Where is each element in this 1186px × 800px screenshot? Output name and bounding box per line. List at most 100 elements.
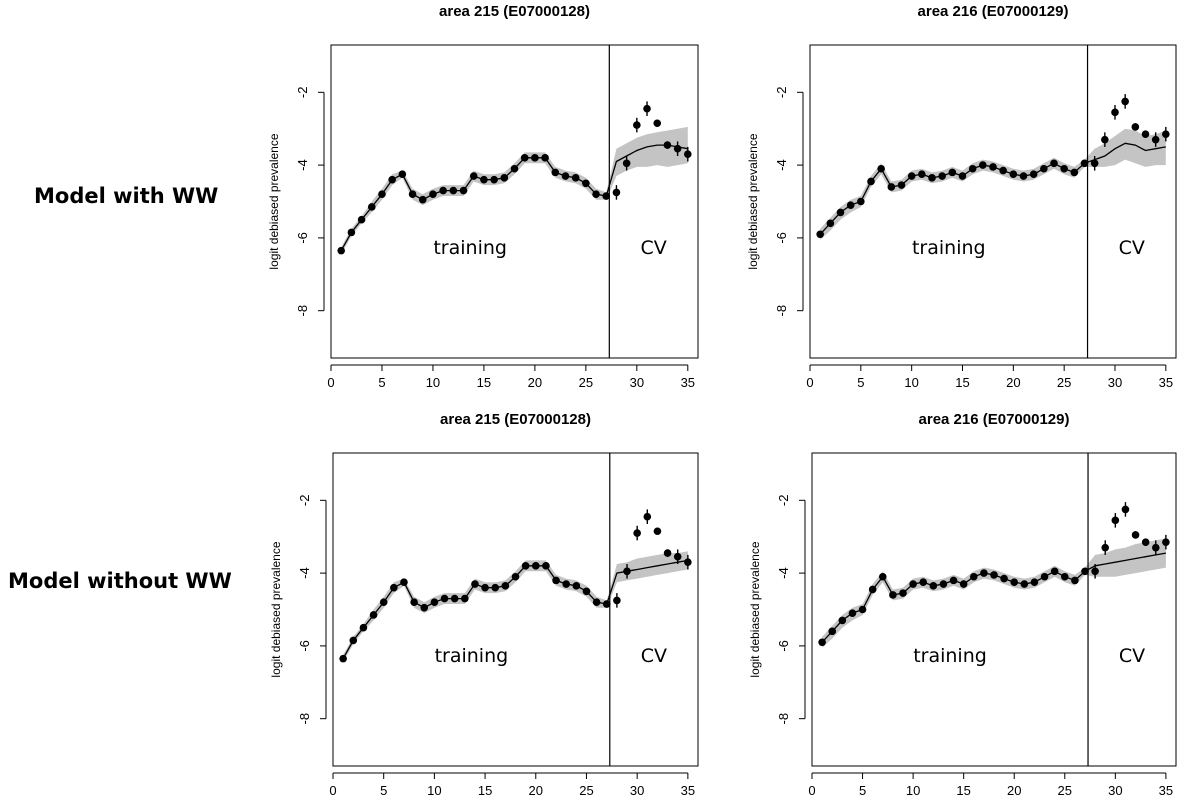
x-tick-label: 10 xyxy=(904,375,918,390)
observed-point xyxy=(663,549,672,557)
observed-point xyxy=(1151,135,1160,144)
observed-point xyxy=(582,179,590,188)
observed-point xyxy=(347,228,356,237)
observed-point xyxy=(439,186,447,195)
observed-point xyxy=(337,246,345,255)
observed-point xyxy=(552,576,560,585)
observed-point xyxy=(1131,531,1140,539)
observed-point xyxy=(357,215,366,224)
observed-point xyxy=(948,168,957,177)
observed-point xyxy=(613,596,621,605)
observed-point xyxy=(491,583,500,592)
observed-point xyxy=(541,154,549,162)
y-tick-label: -8 xyxy=(776,713,791,725)
observed-point xyxy=(388,175,396,184)
observed-point xyxy=(420,603,429,612)
x-tick-label: 15 xyxy=(956,783,970,798)
observed-point xyxy=(1162,538,1170,546)
observed-point xyxy=(1010,578,1019,587)
observed-point xyxy=(542,562,550,570)
x-tick-label: 35 xyxy=(681,375,695,390)
y-tick-label: -6 xyxy=(297,640,312,652)
observed-point xyxy=(339,654,347,663)
observed-point xyxy=(846,201,855,209)
region-label-cv: CV xyxy=(641,645,667,667)
observed-point xyxy=(1019,172,1028,180)
observed-point xyxy=(979,161,987,169)
observed-point xyxy=(684,558,692,566)
observed-point xyxy=(653,527,662,536)
panel-title: area 215 (E07000128) xyxy=(439,3,590,20)
observed-point xyxy=(818,638,826,647)
panel-title: area 216 (E07000129) xyxy=(918,3,1069,20)
credible-band xyxy=(341,126,688,255)
observed-point xyxy=(511,572,520,581)
observed-point xyxy=(369,611,378,619)
y-tick-label: -8 xyxy=(774,305,789,317)
observed-point xyxy=(1071,576,1079,585)
observed-point xyxy=(684,150,692,158)
x-tick-label: 5 xyxy=(380,783,387,798)
x-tick-label: 30 xyxy=(1108,375,1122,390)
observed-point xyxy=(367,203,376,211)
observed-point xyxy=(612,188,621,197)
observed-point xyxy=(919,578,928,587)
y-tick-label: -4 xyxy=(774,159,789,171)
observed-point xyxy=(622,159,631,168)
x-tick-label: 35 xyxy=(1159,375,1173,390)
observed-point xyxy=(1040,164,1048,173)
x-tick-label: 30 xyxy=(630,375,644,390)
observed-point xyxy=(1070,168,1079,177)
observed-point xyxy=(1000,574,1008,583)
observed-point xyxy=(501,582,510,590)
observed-point xyxy=(969,572,978,581)
observed-point xyxy=(379,598,388,607)
observed-point xyxy=(877,164,885,173)
observed-point xyxy=(459,186,468,195)
y-tick-label: -4 xyxy=(297,567,312,579)
y-axis-label: logit debiased prevalence xyxy=(269,541,283,677)
observed-point xyxy=(430,598,439,607)
x-tick-label: 10 xyxy=(427,783,441,798)
row-label-with-ww: Model with WW xyxy=(34,184,219,208)
x-tick-label: 10 xyxy=(906,783,920,798)
x-tick-label: 15 xyxy=(477,375,491,390)
observed-point xyxy=(968,164,977,173)
x-tick-label: 30 xyxy=(630,783,644,798)
observed-point xyxy=(623,567,631,576)
observed-point xyxy=(653,119,662,128)
observed-point xyxy=(828,627,837,636)
observed-point xyxy=(887,183,896,191)
observed-point xyxy=(521,562,530,570)
observed-point xyxy=(663,141,672,149)
observed-point xyxy=(551,168,560,177)
observed-point xyxy=(449,186,458,195)
y-tick-label: -2 xyxy=(297,495,312,507)
observed-point xyxy=(520,154,529,162)
y-tick-label: -8 xyxy=(295,305,310,317)
observed-point xyxy=(582,587,591,596)
observed-point xyxy=(949,576,958,585)
x-tick-label: 0 xyxy=(808,783,815,798)
observed-point xyxy=(531,154,539,162)
observed-point xyxy=(1162,130,1170,138)
x-tick-label: 25 xyxy=(1057,375,1071,390)
observed-point xyxy=(909,580,917,588)
observed-point xyxy=(899,589,907,597)
observed-point xyxy=(592,190,600,199)
observed-point xyxy=(939,580,948,588)
observed-point xyxy=(510,164,519,173)
observed-point xyxy=(562,580,570,588)
panel-4: training CV area 216 (E07000129) 0 5 10 15 20 25… xyxy=(748,411,1177,798)
observed-point xyxy=(500,174,509,182)
observed-point xyxy=(1050,567,1059,576)
observed-point xyxy=(572,582,581,590)
observed-point xyxy=(1151,543,1160,552)
y-tick-label: -2 xyxy=(776,495,791,507)
x-tick-label: 5 xyxy=(859,783,866,798)
observed-point xyxy=(928,174,936,182)
observed-point xyxy=(359,623,368,632)
observed-point xyxy=(1060,572,1069,581)
observed-point xyxy=(410,598,418,607)
